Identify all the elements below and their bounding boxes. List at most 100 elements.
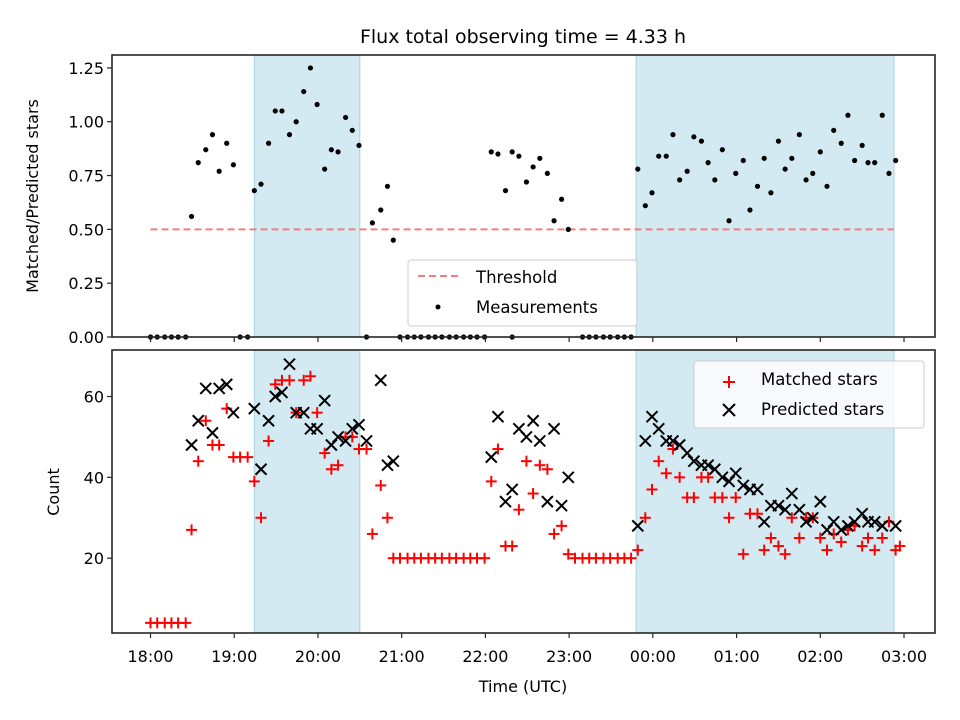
- predicted-star-point: [220, 378, 233, 391]
- measurement-point: [203, 147, 209, 153]
- measurement-point: [733, 170, 739, 176]
- predicted-star-point: [855, 507, 869, 520]
- measurement-point: [537, 155, 543, 161]
- cross-b: [275, 386, 289, 399]
- cross-b: [499, 495, 512, 508]
- predicted-star-point: [716, 471, 729, 484]
- predicted-star-point: [666, 434, 680, 448]
- predicted-star-point: [199, 382, 212, 395]
- predicted-star-point: [248, 402, 261, 415]
- matched-star-point: [716, 492, 728, 504]
- matched-star-point: [894, 540, 906, 552]
- cross-b: [262, 414, 275, 427]
- predicted-star-point: [772, 499, 785, 512]
- predicted-star-point: [639, 434, 652, 448]
- cross-b: [716, 471, 729, 484]
- measurement-point: [216, 168, 222, 174]
- measurement-point: [831, 127, 837, 133]
- cross-b: [505, 483, 519, 496]
- predicted-star-point: [547, 422, 561, 436]
- cross-b: [757, 515, 771, 529]
- predicted-star-point: [737, 479, 750, 492]
- predicted-star-point: [687, 454, 701, 468]
- cross-b: [269, 390, 282, 403]
- matched-star-point: [298, 374, 310, 386]
- measurement-point: [691, 134, 697, 140]
- predicted-star-point: [645, 410, 659, 423]
- predicted-star-point: [729, 467, 742, 480]
- matched-star-point: [862, 532, 874, 544]
- measurement-point: [789, 155, 795, 161]
- measurement-point: [747, 207, 753, 213]
- cross-b: [248, 402, 261, 415]
- matched-star-point: [702, 471, 714, 483]
- measurement-point: [565, 226, 571, 232]
- measurement-point: [195, 160, 201, 166]
- cross-b: [772, 499, 785, 512]
- measurement-point: [322, 166, 328, 172]
- matched-star-point: [319, 447, 331, 459]
- measurement-point: [390, 237, 396, 243]
- predicted-star-point: [562, 471, 575, 484]
- cross-b: [737, 479, 750, 492]
- matched-star-point: [814, 532, 826, 544]
- predicted-star-point: [387, 454, 400, 468]
- matched-star-point: [520, 455, 532, 467]
- cross-b: [310, 422, 324, 436]
- measurement-point: [796, 132, 802, 138]
- measurement-point: [740, 157, 746, 164]
- matched-star-point: [304, 370, 316, 382]
- measurement-point: [845, 112, 851, 118]
- chart-title: Flux total observing time = 4.33 h: [360, 26, 686, 48]
- cross-b: [673, 438, 686, 452]
- measurement-point: [258, 181, 264, 187]
- legend-matched-swatch: [723, 376, 735, 388]
- cross-b: [701, 459, 715, 472]
- y-tick-label: 0.50: [68, 220, 104, 239]
- measurement-point: [893, 157, 899, 164]
- cross-b: [318, 394, 331, 407]
- predicted-star-point: [555, 499, 568, 512]
- predicted-star-point: [331, 430, 345, 444]
- predicted-star-point: [212, 382, 226, 395]
- measurement-point: [859, 142, 865, 149]
- x-tick-label: 20:00: [295, 647, 341, 666]
- legend-predicted-swatch: [722, 403, 736, 417]
- matched-star-point: [248, 475, 260, 487]
- cross-b: [485, 450, 498, 464]
- measurement-point: [642, 203, 648, 209]
- cross-b: [639, 434, 652, 448]
- y-tick-label: 20: [84, 549, 104, 568]
- cross-b: [729, 467, 742, 480]
- x-tick-label: 03:00: [881, 647, 927, 666]
- measurement-point: [495, 151, 501, 157]
- measurement-point: [301, 88, 307, 95]
- matched-star-point: [366, 528, 378, 540]
- matched-star-point: [325, 463, 337, 475]
- cross-b: [227, 406, 240, 419]
- cross-b: [491, 410, 505, 423]
- predicted-star-point: [652, 422, 665, 436]
- measurement-point: [726, 218, 732, 224]
- cross-b: [751, 483, 764, 496]
- matched-star-point: [506, 540, 518, 552]
- measurement-point: [838, 140, 844, 146]
- y-tick-label: 1.00: [68, 113, 104, 132]
- predicted-star-point: [841, 519, 855, 533]
- matched-star-point: [186, 524, 198, 536]
- matched-star-point: [311, 407, 323, 419]
- matched-star-point: [758, 544, 770, 556]
- count-x-ticks: 18:00 19:00 20:00 21:00 22:00 23:00 00:00 01:00…: [127, 633, 927, 666]
- predicted-star-point: [499, 495, 512, 508]
- measurement-point: [719, 147, 725, 153]
- cross-b: [199, 382, 212, 395]
- predicted-star-point: [876, 519, 889, 533]
- cross-b: [512, 422, 526, 436]
- measurement-point: [824, 183, 830, 189]
- matched-star-point: [869, 544, 881, 556]
- observing-window-shade: [635, 54, 895, 338]
- matched-star-point: [375, 479, 387, 491]
- matched-star-point: [639, 512, 651, 524]
- count-points: [145, 357, 906, 629]
- y-tick-label: 40: [84, 468, 104, 487]
